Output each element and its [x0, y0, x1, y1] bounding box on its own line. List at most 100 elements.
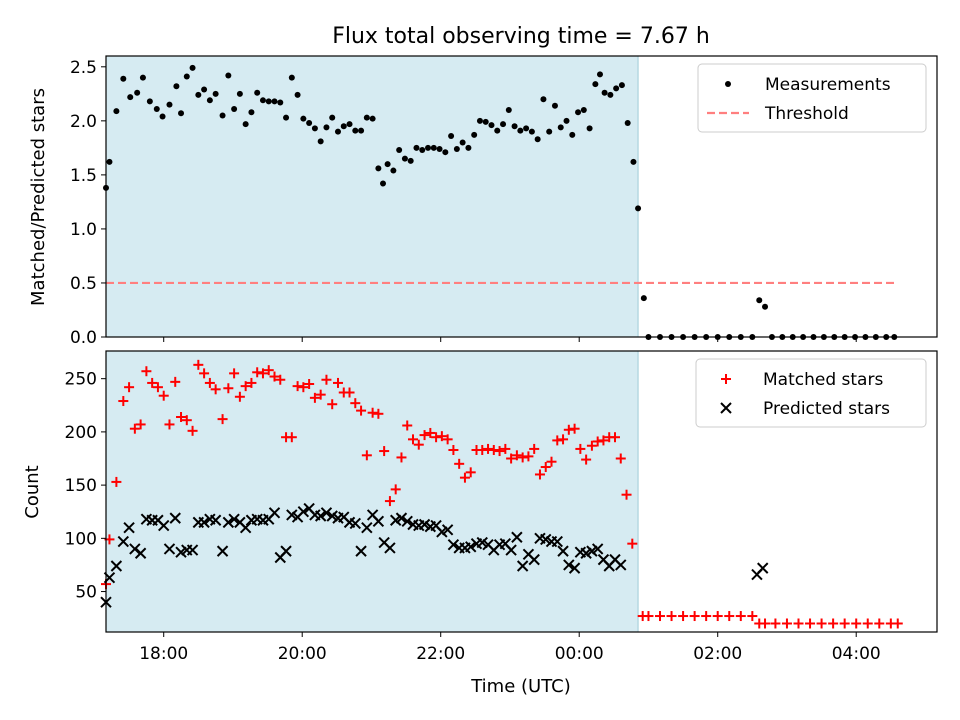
- matched-star-point: [304, 378, 315, 389]
- legend-marker-dot: [725, 81, 731, 87]
- measurement-point: [288, 74, 295, 81]
- predicted-star-point: [297, 506, 310, 518]
- matched-star-point: [332, 377, 343, 388]
- matched-star-point: [176, 411, 187, 422]
- matched-star-point: [678, 611, 689, 622]
- matched-star-point: [563, 424, 574, 435]
- measurement-point: [596, 71, 603, 78]
- measurement-point: [401, 155, 408, 162]
- predicted-star-point: [280, 545, 292, 557]
- measurement-markers: [103, 64, 898, 340]
- predicted-star-point: [372, 515, 385, 528]
- measurement-point: [346, 121, 353, 128]
- y-tick-label: 0.0: [70, 328, 97, 348]
- x-tick-label: 18:00: [139, 644, 188, 664]
- measurement-point: [183, 73, 190, 80]
- measurement-point: [465, 144, 472, 151]
- matched-star-point: [193, 359, 204, 370]
- matched-star-point: [552, 435, 563, 446]
- measurement-point: [624, 120, 631, 127]
- y-tick-label: 1.5: [70, 166, 97, 186]
- measurement-point: [219, 112, 226, 119]
- predicted-star-point: [384, 542, 396, 554]
- bottom-y-axis-label: Count: [22, 465, 43, 518]
- matched-star-point: [477, 444, 488, 455]
- measurement-point: [482, 118, 489, 125]
- matched-star-point: [517, 452, 528, 463]
- measurement-point: [384, 161, 391, 168]
- matched-star-point: [483, 443, 494, 454]
- measurement-point: [453, 145, 460, 152]
- matched-star-point: [666, 611, 677, 622]
- top-legend: Measurements Threshold: [697, 63, 927, 133]
- matched-star-point: [500, 443, 511, 454]
- matched-star-point: [494, 446, 505, 457]
- matched-star-point: [158, 390, 169, 401]
- measurement-point: [113, 108, 120, 115]
- measurement-point: [442, 149, 449, 156]
- measurement-point: [517, 127, 524, 134]
- predicted-star-point: [268, 507, 281, 519]
- matched-star-point: [373, 408, 384, 419]
- matched-star-point: [534, 469, 545, 480]
- measurement-point: [540, 96, 547, 103]
- measurement-point: [195, 91, 202, 98]
- predicted-star-point: [465, 541, 477, 553]
- matched-star-point: [152, 382, 163, 393]
- matched-star-point: [263, 365, 274, 376]
- predicted-star-point: [186, 544, 199, 556]
- matched-star-point: [217, 414, 228, 425]
- measurement-point: [511, 123, 518, 130]
- measurement-point: [390, 167, 397, 174]
- matched-star-point: [367, 407, 378, 418]
- measurement-point: [425, 144, 432, 151]
- matched-star-point: [292, 381, 303, 392]
- legend-label: Threshold: [764, 104, 849, 124]
- measurement-point: [225, 72, 232, 79]
- matched-star-point: [413, 439, 424, 450]
- matched-star-point: [712, 611, 723, 622]
- matched-star-point: [523, 451, 534, 462]
- y-tick-label: 2.0: [70, 112, 97, 132]
- matched-star-point: [118, 396, 129, 407]
- measurement-point: [236, 90, 243, 97]
- measurement-point: [358, 127, 365, 134]
- matched-star-point: [851, 618, 862, 629]
- predicted-star-point: [505, 544, 517, 556]
- measurement-point: [248, 109, 255, 116]
- matched-star-point: [129, 423, 140, 434]
- measurement-point: [528, 128, 535, 135]
- measurement-point: [618, 82, 625, 89]
- matched-star-point: [210, 384, 221, 395]
- measurement-point: [254, 89, 261, 96]
- matched-star-point: [546, 456, 557, 467]
- matched-star-point: [621, 489, 632, 500]
- matched-star-point: [793, 618, 804, 629]
- measurement-point: [569, 131, 576, 138]
- matched-star-point: [874, 618, 885, 629]
- bottom-panel: 50 100 150 200 250 18:00 20:00 22:00 00:00 02:00 0…: [22, 350, 938, 697]
- measurement-point: [500, 121, 507, 128]
- matched-star-point: [356, 405, 367, 416]
- measurement-point: [340, 123, 347, 130]
- matched-star-point: [344, 387, 355, 398]
- measurement-point: [488, 122, 495, 129]
- matched-star-point: [350, 398, 361, 409]
- matched-star-point: [627, 538, 638, 549]
- measurement-point: [334, 128, 341, 135]
- predicted-star-point: [568, 562, 581, 574]
- measurement-point: [546, 128, 553, 135]
- y-tick-label: 100: [65, 529, 97, 549]
- matched-star-point: [816, 618, 827, 629]
- measurement-point: [762, 303, 769, 310]
- matched-star-point: [592, 436, 603, 447]
- y-tick-label: 1.0: [70, 220, 97, 240]
- legend-label: Predicted stars: [763, 399, 890, 419]
- measurement-point: [413, 144, 420, 151]
- matched-star-point: [396, 452, 407, 463]
- matched-star-point: [229, 368, 240, 379]
- matched-star-point: [327, 399, 338, 410]
- y-tick-label: 250: [65, 370, 97, 390]
- predicted-star-point: [551, 535, 563, 548]
- matched-star-point: [609, 432, 620, 443]
